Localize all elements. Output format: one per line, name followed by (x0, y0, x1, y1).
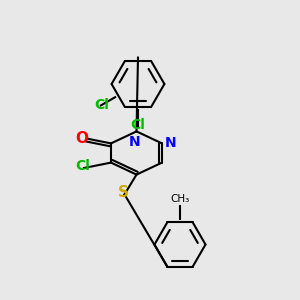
Text: Cl: Cl (75, 160, 90, 173)
Text: S: S (118, 185, 128, 200)
Text: N: N (129, 135, 141, 149)
Text: Cl: Cl (95, 98, 110, 112)
Text: Cl: Cl (130, 118, 146, 132)
Text: N: N (165, 136, 177, 150)
Text: CH₃: CH₃ (170, 194, 190, 204)
Text: O: O (75, 131, 88, 146)
